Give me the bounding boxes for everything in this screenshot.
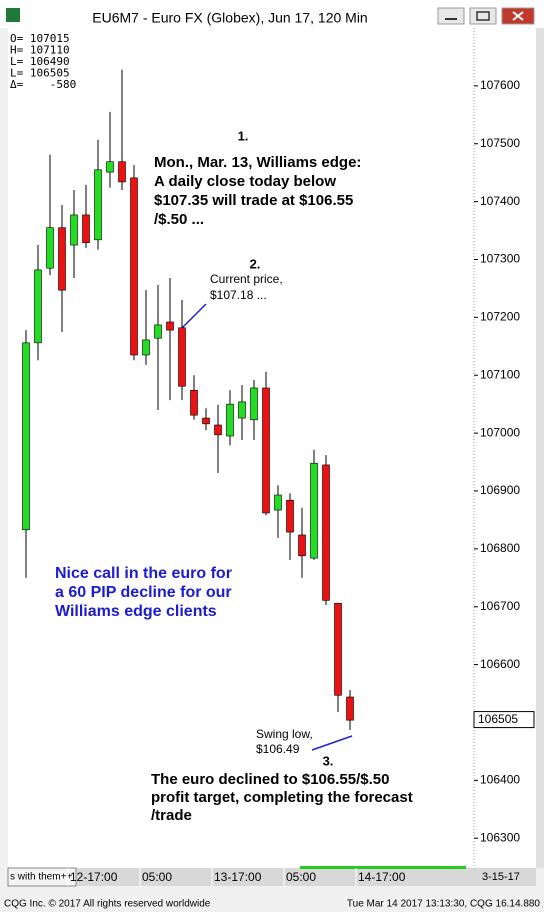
- last-price-label: 106505: [478, 712, 518, 726]
- x-tick-label: 12-17:00: [70, 870, 118, 884]
- candle-body: [22, 342, 30, 531]
- maximize-button[interactable]: [469, 7, 497, 25]
- candle-body: [250, 387, 258, 421]
- x-tick-label: 13-17:00: [214, 870, 262, 884]
- callout-line: [181, 303, 207, 329]
- annotation-text: Swing low,: [256, 727, 313, 741]
- y-tick-label: 106900: [480, 483, 520, 497]
- annotation-text: /$.50 ...: [154, 211, 204, 228]
- candle-body: [34, 269, 42, 344]
- y-tick-label: 106600: [480, 657, 520, 671]
- x-tick-label: 05:00: [142, 870, 172, 884]
- y-tick-label: 106400: [480, 773, 520, 787]
- candle-body: [142, 339, 150, 356]
- annotation-text: a 60 PIP decline for our: [55, 584, 232, 601]
- candle-body: [70, 214, 78, 246]
- annotation-text: Nice call in the euro for: [55, 565, 232, 582]
- annotation-number: 1.: [238, 128, 249, 143]
- candle-body: [46, 227, 54, 269]
- info-line: L= 106490: [10, 55, 70, 68]
- annotation-number: 2.: [250, 256, 261, 271]
- candle-body: [178, 327, 186, 387]
- candle-body: [118, 161, 126, 183]
- candle-body: [334, 602, 342, 696]
- candle-body: [226, 403, 234, 437]
- candle-body: [262, 387, 270, 514]
- y-tick-label: 107500: [480, 136, 520, 150]
- annotation-text: /trade: [151, 807, 192, 824]
- toolbar-box[interactable]: [7, 867, 77, 887]
- range-bar: [300, 866, 466, 869]
- candle-body: [82, 214, 90, 244]
- window-controls[interactable]: [437, 7, 535, 25]
- candle-body: [310, 462, 318, 559]
- x-tick-label: 14-17:00: [358, 870, 406, 884]
- candle-body: [154, 324, 162, 339]
- scrollbar[interactable]: [536, 28, 544, 868]
- price-axis: [474, 28, 536, 868]
- info-line: H= 107110: [10, 44, 70, 57]
- footer-left: CQG Inc. © 2017 All rights reserved worl…: [4, 899, 211, 910]
- y-tick-label: 106300: [480, 830, 520, 844]
- y-tick-label: 106700: [480, 599, 520, 613]
- candle-body: [214, 424, 222, 436]
- y-tick-label: 107300: [480, 252, 520, 266]
- date-label: 3-15-17: [482, 871, 520, 883]
- plot-area: [8, 28, 474, 868]
- last-price-box: [473, 711, 535, 729]
- minimize-button[interactable]: [437, 7, 465, 25]
- y-tick-label: 106800: [480, 541, 520, 555]
- window-title: EU6M7 - Euro FX (Globex), Jun 17, 120 Mi…: [92, 10, 367, 26]
- annotation-text: Current price,: [210, 272, 283, 286]
- candle-body: [190, 389, 198, 416]
- annotation-text: A daily close today below: [154, 173, 336, 190]
- candle-body: [106, 161, 114, 173]
- candle-body: [238, 401, 246, 419]
- info-line: Δ= -580: [10, 78, 76, 91]
- candle-body: [202, 417, 210, 425]
- candle-body: [94, 169, 102, 241]
- annotation-text: $106.49: [256, 742, 300, 756]
- candle-body: [286, 499, 294, 533]
- callout-line: [311, 735, 353, 751]
- candle-body: [274, 494, 282, 511]
- y-tick-label: 107400: [480, 194, 520, 208]
- annotation-text: $107.18 ...: [210, 288, 267, 302]
- candle-body: [346, 696, 354, 721]
- candle-body: [322, 464, 330, 601]
- footer-right: Tue Mar 14 2017 13:13:30, CQG 16.14.880: [347, 899, 541, 910]
- annotation-number: 3.: [323, 753, 334, 768]
- candle-body: [298, 534, 306, 557]
- annotation-text: Mon., Mar. 13, Williams edge:: [154, 154, 361, 171]
- info-line: O= 107015: [10, 32, 70, 45]
- y-tick-label: 107200: [480, 310, 520, 324]
- annotation-text: $107.35 will trade at $106.55: [154, 192, 353, 209]
- y-tick-label: 107000: [480, 425, 520, 439]
- candle-body: [166, 321, 174, 331]
- annotation-text: The euro declined to $106.55/$.50: [151, 771, 389, 788]
- annotation-text: Williams edge clients: [55, 603, 217, 620]
- annotation-text: profit target, completing the forecast: [151, 789, 413, 806]
- y-tick-label: 107600: [480, 78, 520, 92]
- candle-body: [130, 177, 138, 356]
- info-line: L= 106505: [10, 67, 70, 80]
- y-tick-label: 107100: [480, 367, 520, 381]
- x-tick-label: 05:00: [286, 870, 316, 884]
- candle-body: [58, 227, 66, 291]
- toolbar-text: s with them++: [10, 872, 72, 883]
- app-icon: [6, 8, 20, 22]
